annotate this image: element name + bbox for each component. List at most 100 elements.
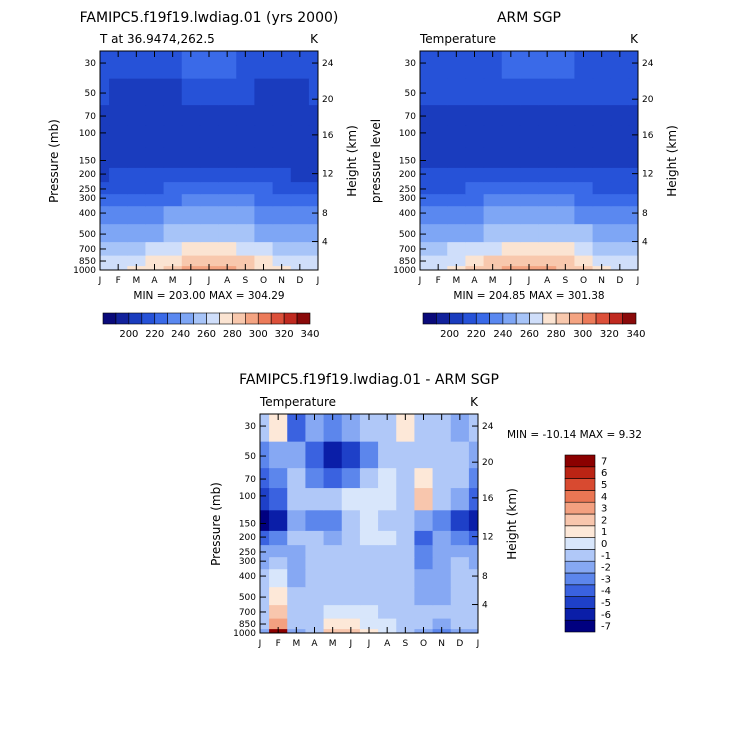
grid-cell <box>323 544 343 558</box>
grid-cell <box>432 414 452 442</box>
grid-cell <box>519 124 539 148</box>
grid-cell <box>483 78 503 106</box>
grid-cell <box>127 104 147 126</box>
grid-cell <box>181 124 201 148</box>
y-axis-label: Pressure (mb) <box>47 119 61 203</box>
grid-cell <box>236 167 256 183</box>
grid-cell <box>556 51 576 79</box>
grid-cell <box>592 241 612 256</box>
grid-cell <box>538 124 557 148</box>
grid-cell <box>414 604 434 619</box>
grid-cell <box>236 205 256 225</box>
grid-cell <box>199 78 219 106</box>
grid-cell <box>127 181 147 195</box>
axes: J F M A M J J A S O N D J100085070050040030025020015… <box>233 414 494 649</box>
grid-cell <box>308 241 318 256</box>
y-right-tick-label: 12 <box>322 170 333 180</box>
x-tick-label: F <box>276 639 281 649</box>
x-tick-label: J <box>258 639 262 649</box>
grid-cell <box>260 530 270 546</box>
panel-subtitle: Temperature <box>259 395 336 409</box>
colorbar-label: -3 <box>601 574 611 585</box>
grid-cell <box>305 618 325 630</box>
grid-cell <box>100 104 110 126</box>
grid-cell <box>465 51 485 79</box>
y-tick-label: 300 <box>79 194 96 204</box>
colorbar-swatch <box>193 312 207 325</box>
grid-cell <box>290 193 310 207</box>
grid-cell <box>556 193 576 207</box>
colorbar-swatch <box>564 608 596 621</box>
grid-cell <box>269 530 288 546</box>
grid-cell <box>163 124 183 148</box>
grid-cell <box>269 586 288 606</box>
panel-subtitle: Temperature <box>419 32 496 46</box>
grid-cell <box>538 255 557 267</box>
colorbar-label: 240 <box>171 329 190 340</box>
grid-cell <box>254 146 274 168</box>
colorbar-swatch <box>257 312 272 325</box>
grid-cell <box>163 241 183 256</box>
grid-cell <box>483 181 503 195</box>
grid-cell <box>450 414 470 442</box>
grid-cell <box>269 467 288 489</box>
y-right-tick-label: 24 <box>482 422 494 432</box>
grid-cell <box>145 124 165 148</box>
grid-cell <box>429 51 448 79</box>
grid-cell <box>556 223 576 243</box>
x-tick-label: S <box>562 276 568 286</box>
panel-obs-temperature: ARM SGP Temperature K J F M A M J J A S O N D J10008… <box>369 10 679 340</box>
grid-cell <box>628 223 638 243</box>
grid-cell <box>432 618 452 630</box>
colorbar-swatch <box>270 312 285 325</box>
grid-cell <box>359 618 379 630</box>
grid-cell <box>420 181 430 195</box>
grid-cell <box>341 414 361 442</box>
grid-cell <box>432 509 452 531</box>
grid-cell <box>483 205 503 225</box>
grid-cell <box>592 255 612 267</box>
axes: J F M A M J J A S O N D J100085070050040030025020015… <box>393 51 654 286</box>
grid-cell <box>501 78 521 106</box>
grid-cell <box>501 181 521 195</box>
grid-cell <box>378 618 397 630</box>
grid-cell <box>254 205 274 225</box>
grid-cell <box>429 181 448 195</box>
grid-cell <box>269 568 288 588</box>
grid-cell <box>260 509 270 531</box>
grid-cell <box>359 530 379 546</box>
colorbar-swatch <box>582 312 597 325</box>
grid-cell <box>323 509 343 531</box>
y-right-tick-label: 8 <box>482 572 488 582</box>
grid-cell <box>450 441 470 469</box>
grid-cell <box>305 568 325 588</box>
panel-title: FAMIPC5.f19f19.lwdiag.01 - ARM SGP <box>239 372 499 388</box>
grid-cell <box>109 104 128 126</box>
grid-cell <box>260 441 270 469</box>
grid-cell <box>218 181 237 195</box>
grid-cell <box>287 467 307 489</box>
grid-cell <box>109 205 128 225</box>
grid-cell <box>483 241 503 256</box>
y-tick-label: 700 <box>239 608 256 618</box>
grid-cell <box>628 205 638 225</box>
grid-cell <box>432 530 452 546</box>
x-tick-label: J <box>636 276 640 286</box>
grid-cell <box>287 604 307 619</box>
grid-cell <box>181 193 201 207</box>
grid-cell <box>468 441 478 469</box>
grid-cell <box>574 51 594 79</box>
grid-cell <box>199 255 219 267</box>
grid-cell <box>109 51 128 79</box>
grid-cell <box>145 223 165 243</box>
grid-cell <box>450 586 470 606</box>
grid-cell <box>538 78 557 106</box>
grid-cell <box>483 193 503 207</box>
grid-cell <box>109 167 128 183</box>
y-tick-label: 400 <box>239 572 256 582</box>
colorbar-swatch <box>622 312 637 325</box>
grid-cell <box>308 104 318 126</box>
grid-cell <box>450 544 470 558</box>
grid-cell <box>359 556 379 570</box>
colorbar-swatch <box>115 312 130 325</box>
